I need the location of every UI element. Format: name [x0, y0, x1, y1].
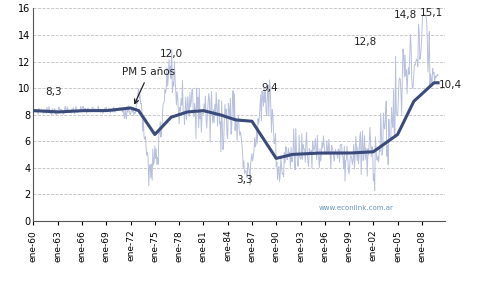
Text: 10,4: 10,4 — [439, 80, 462, 91]
Text: 8,3: 8,3 — [45, 87, 62, 97]
Text: 14,8: 14,8 — [394, 10, 417, 20]
Text: 3,3: 3,3 — [236, 175, 252, 185]
Text: www.econlink.com.ar: www.econlink.com.ar — [319, 205, 394, 211]
Text: 15,1: 15,1 — [420, 8, 443, 18]
Text: PM 5 años: PM 5 años — [122, 67, 175, 104]
Text: 12,8: 12,8 — [354, 37, 377, 47]
Text: 12,0: 12,0 — [160, 49, 183, 59]
Text: 9,4: 9,4 — [261, 83, 278, 93]
